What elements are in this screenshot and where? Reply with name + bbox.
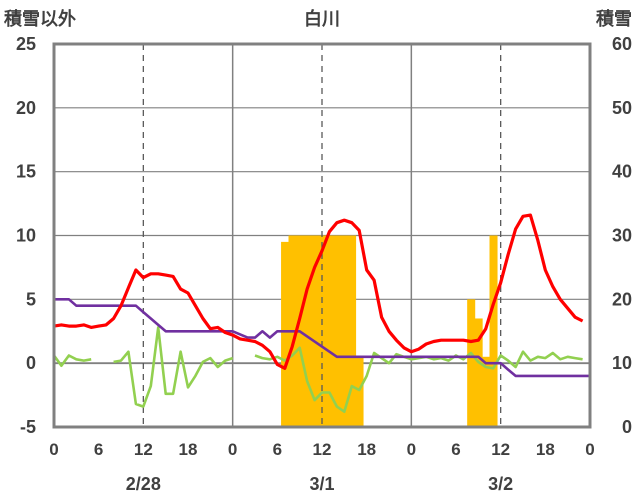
snow-depth-bar xyxy=(489,235,498,427)
x-tick-label: 12 xyxy=(134,440,153,459)
x-tick-label: 12 xyxy=(313,440,332,459)
snow-depth-bar xyxy=(482,356,491,427)
x-tick-label: 0 xyxy=(585,440,594,459)
left-tick-label: 0 xyxy=(26,353,36,373)
left-tick-label: 25 xyxy=(16,34,36,54)
snow-depth-bar xyxy=(281,241,290,427)
snow-depth-bar xyxy=(310,235,319,427)
x-tick-label: 0 xyxy=(49,440,58,459)
left-axis-label: 積雪以外 xyxy=(3,8,76,29)
right-tick-label: 10 xyxy=(612,353,632,373)
plot-area: -5 0 5 10 15 20 25 0 10 20 30 40 50 60 0 6 12 18 0 6 12 18 0 6 1… xyxy=(16,34,632,494)
x-tick-label: 18 xyxy=(179,440,198,459)
snow-depth-bar xyxy=(340,235,349,427)
snow-depth-bar xyxy=(355,356,364,427)
x-tick-label: 6 xyxy=(451,440,460,459)
date-label: 2/28 xyxy=(126,474,161,494)
snow-depth-bar xyxy=(348,235,357,427)
left-tick-label: 20 xyxy=(16,98,36,118)
left-tick-label: 5 xyxy=(26,289,36,309)
left-tick-label: 10 xyxy=(16,226,36,246)
right-tick-label: 60 xyxy=(612,34,632,54)
right-tick-label: 50 xyxy=(612,98,632,118)
right-tick-label: 30 xyxy=(612,226,632,246)
x-tick-label: 18 xyxy=(357,440,376,459)
precip-series-line xyxy=(52,326,583,413)
temperature-series-line xyxy=(53,213,584,370)
x-tick-label: 6 xyxy=(273,440,282,459)
right-tick-label: 40 xyxy=(612,162,632,182)
date-label: 3/1 xyxy=(309,474,334,494)
x-tick-label: 18 xyxy=(536,440,555,459)
snow-depth-bar xyxy=(325,235,334,427)
snow-depth-bar xyxy=(474,318,483,427)
snow-depth-bar xyxy=(333,235,342,427)
date-label: 3/2 xyxy=(488,474,513,494)
right-axis-label: 積雪 xyxy=(595,8,632,29)
x-tick-label: 0 xyxy=(228,440,237,459)
snow-depth-bar xyxy=(467,299,476,427)
x-tick-label: 0 xyxy=(407,440,416,459)
left-tick-label: -5 xyxy=(20,417,36,437)
right-tick-label: 0 xyxy=(622,417,632,437)
plot-frame xyxy=(52,42,592,429)
right-tick-label: 20 xyxy=(612,289,632,309)
left-tick-label: 15 xyxy=(16,162,36,182)
x-tick-label: 6 xyxy=(94,440,103,459)
x-tick-label: 12 xyxy=(491,440,510,459)
snow-depth-bar xyxy=(303,235,312,427)
chart-title: 白川 xyxy=(304,8,340,29)
snow-depth-series-line xyxy=(54,298,590,378)
